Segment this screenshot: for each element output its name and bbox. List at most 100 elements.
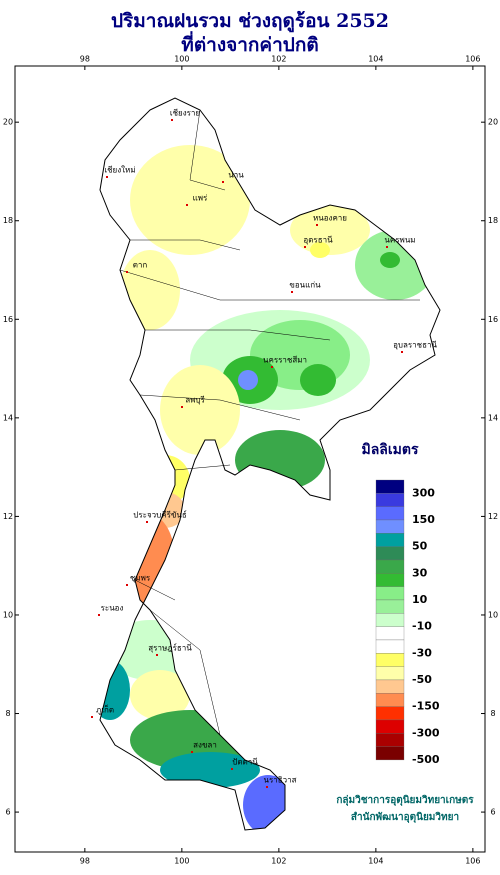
place-label: ระนอง [101, 604, 124, 613]
legend-label: 50 [412, 540, 428, 553]
legend-swatch [375, 653, 405, 667]
place-label: นราธิวาส [263, 776, 296, 785]
legend-label: -500 [412, 753, 440, 766]
place-dot [106, 176, 108, 178]
place-label: ภูเก็ต [96, 705, 114, 716]
lat-label: 12 [488, 512, 498, 521]
place-label: เชียงใหม่ [104, 166, 135, 175]
legend-swatch [375, 613, 405, 627]
legend-swatch [375, 506, 405, 521]
lon-label: 100 [174, 857, 189, 866]
legend-label: -30 [412, 646, 432, 659]
place-label: ประจวบคีรีขันธ์ [133, 510, 187, 520]
lat-label: 18 [488, 216, 498, 225]
credit-line: สำนักพัฒนาอุตุนิยมวิทยา [351, 811, 459, 823]
lat-label: 12 [3, 512, 13, 521]
place-label: หนองคาย [313, 214, 347, 223]
legend-swatch [375, 559, 405, 574]
lon-label: 102 [271, 55, 286, 64]
place-label: น่าน [228, 171, 244, 180]
place-dot [171, 119, 173, 121]
subtitle: ที่ต่างจากค่าปกติ [181, 31, 318, 56]
credit-line: กลุ่มวิชาการอุตุนิยมวิทยาเกษตร [336, 794, 474, 806]
place-dot [126, 271, 128, 273]
place-label: ชุมพร [130, 574, 151, 583]
place-dot [126, 584, 128, 586]
place-label: ตาก [133, 261, 148, 270]
legend-swatch [375, 666, 405, 681]
lat-label: 8 [490, 709, 495, 718]
lon-label: 100 [174, 55, 189, 64]
place-dot [271, 366, 273, 368]
lat-label: 18 [3, 216, 13, 225]
legend-swatch [375, 639, 405, 654]
place-dot [401, 351, 403, 353]
legend-label: 30 [412, 566, 428, 579]
lat-label: 20 [3, 118, 13, 127]
place-label: นครราชสีมา [263, 356, 307, 365]
lon-label: 106 [465, 55, 480, 64]
legend-swatch [375, 573, 405, 587]
place-label: นครพนม [384, 236, 415, 245]
legend-label: -50 [412, 673, 432, 686]
legend-label: 150 [412, 513, 435, 526]
place-dot [291, 291, 293, 293]
place-dot [316, 224, 318, 226]
lon-label: 102 [271, 857, 286, 866]
legend-swatch [375, 546, 405, 561]
legend-swatch [375, 626, 405, 641]
lat-label: 6 [5, 808, 10, 817]
lat-label: 10 [3, 610, 13, 619]
legend-swatch [375, 746, 405, 761]
lat-label: 14 [488, 413, 498, 422]
lon-label: 104 [368, 55, 383, 64]
legend-swatch [375, 706, 405, 721]
lat-label: 6 [490, 808, 495, 817]
lat-label: 16 [488, 315, 498, 324]
legend-swatch [375, 719, 405, 734]
place-label: แพร่ [193, 194, 208, 203]
lon-label: 106 [465, 857, 480, 866]
legend-label: -10 [412, 620, 432, 633]
lat-label: 8 [5, 709, 10, 718]
legend-swatch [375, 533, 405, 547]
legend-swatch [375, 586, 405, 601]
legend-swatch [375, 493, 405, 507]
legend-swatch [375, 693, 405, 707]
place-label: เชียงราย [170, 109, 200, 118]
place-dot [91, 716, 93, 718]
legend-label: 10 [412, 593, 428, 606]
place-label: ปัตตานี [232, 758, 258, 767]
place-dot [146, 521, 148, 523]
legend-label: -150 [412, 700, 440, 713]
legend-swatch [375, 679, 405, 694]
lon-label: 98 [80, 857, 90, 866]
place-dot [156, 654, 158, 656]
legend-swatch [375, 599, 405, 614]
place-dot [181, 406, 183, 408]
place-label: อุดรธานี [303, 236, 333, 245]
legend-label: 300 [412, 486, 435, 499]
legend-swatch [375, 479, 405, 494]
place-dot [222, 181, 224, 183]
lat-label: 16 [3, 315, 13, 324]
place-dot [304, 246, 306, 248]
place-dot [266, 786, 268, 788]
lon-label: 98 [80, 55, 90, 64]
place-label: สงขลา [193, 741, 217, 750]
place-label: อุบลราชธานี [393, 341, 437, 350]
place-dot [386, 246, 388, 248]
title: ปริมาณฝนรวม ช่วงฤดูร้อน 2552 [111, 10, 389, 33]
legend-label: -300 [412, 726, 440, 739]
legend-swatch [375, 733, 405, 747]
place-dot [231, 768, 233, 770]
legend-title: มิลลิเมตร [361, 442, 418, 458]
lat-label: 14 [3, 413, 13, 422]
place-label: สุราษฎร์ธานี [148, 643, 192, 653]
place-label: ลพบุรี [185, 396, 205, 405]
place-dot [186, 204, 188, 206]
lon-label: 104 [368, 857, 383, 866]
province-lines [119, 109, 420, 736]
lat-label: 10 [488, 610, 498, 619]
